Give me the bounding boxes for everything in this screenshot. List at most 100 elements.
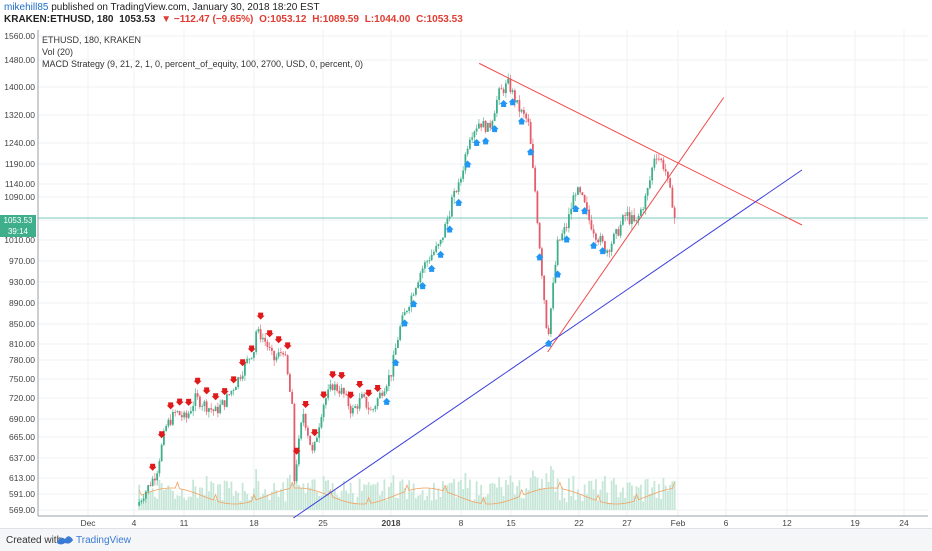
volume-bar <box>597 500 600 510</box>
volume-bar <box>433 482 435 510</box>
y-tick-label: 970.00 <box>9 256 35 266</box>
volume-bar <box>160 483 163 510</box>
candle-body <box>381 392 384 396</box>
buy-signal-marker <box>544 339 553 347</box>
candle-body <box>302 414 305 423</box>
candle-body <box>511 90 514 92</box>
volume-ma-line <box>138 481 676 505</box>
sell-signal-marker <box>328 371 337 379</box>
candle-body <box>505 83 507 94</box>
volume-bar <box>583 484 586 510</box>
candle-body <box>635 219 638 222</box>
volume-bar <box>626 482 629 510</box>
candle-body <box>185 412 188 418</box>
candle-body <box>408 306 411 311</box>
publisher-username[interactable]: mikehill85 <box>4 2 49 13</box>
volume-bar <box>385 500 388 510</box>
footer-brand[interactable]: TradingView <box>76 535 132 546</box>
volume-bar <box>410 491 413 510</box>
volume-bar <box>347 493 350 510</box>
low-value: L:1044.00 <box>364 14 411 25</box>
y-tick-label: 1400.00 <box>4 82 35 92</box>
candle-body <box>399 326 402 340</box>
candle-body <box>239 377 242 379</box>
x-tick-label: 19 <box>850 518 860 528</box>
candle-body <box>293 403 296 482</box>
sell-signal-marker <box>157 431 166 439</box>
candle-body <box>201 406 204 407</box>
y-tick-label: 1010.00 <box>4 235 35 245</box>
candle-body <box>205 401 208 412</box>
volume-bar <box>505 480 507 510</box>
candle-body <box>610 243 613 252</box>
volume-bar <box>194 486 197 510</box>
candle-body <box>250 357 253 359</box>
volume-bar <box>421 490 424 510</box>
volume-bar <box>442 481 444 510</box>
candle-body <box>534 167 537 192</box>
candle-body <box>390 375 393 377</box>
volume-bar <box>349 483 352 510</box>
volume-bar <box>183 497 186 510</box>
candle-body <box>518 99 521 112</box>
candle-body <box>451 197 453 217</box>
volume-bar <box>246 493 249 510</box>
price-chart[interactable]: 569.00 591.00 613.00 637.00 665.00 690.00 720.… <box>0 26 932 528</box>
sell-signal-marker <box>220 388 229 396</box>
volume-bar <box>547 481 550 510</box>
volume-bar <box>239 500 242 510</box>
volume-bar <box>174 498 177 510</box>
volume-bar <box>338 497 341 510</box>
volume-bar <box>201 487 204 510</box>
volume-bar <box>199 487 201 510</box>
candle-body <box>327 389 330 399</box>
buy-signal-marker <box>382 397 391 405</box>
volume-bar <box>516 486 519 510</box>
sell-signal-marker <box>184 398 193 406</box>
volume-bar <box>509 475 512 510</box>
volume-bar <box>444 487 447 510</box>
volume-bar <box>181 489 183 510</box>
volume-bar <box>300 488 303 510</box>
candle-body <box>347 394 350 407</box>
sell-signal-marker <box>292 447 301 455</box>
volume-bar <box>255 469 258 510</box>
candle-body <box>383 391 386 396</box>
candle-body <box>583 194 586 203</box>
volume-bar <box>565 502 568 510</box>
volume-bar <box>604 475 606 510</box>
candle-body <box>264 337 267 342</box>
volume-bar <box>424 500 426 510</box>
candle-body <box>662 160 665 170</box>
volume-bar <box>253 488 255 510</box>
candle-body <box>637 215 640 220</box>
volume-bar <box>563 497 566 510</box>
volume-bar <box>302 483 305 510</box>
volume-bar <box>581 501 584 510</box>
tradingview-logo-icon <box>57 536 73 545</box>
volume-bar <box>532 470 534 510</box>
volume-bar <box>417 495 420 510</box>
candle-body <box>262 337 264 340</box>
candle-body <box>653 158 656 168</box>
candle-body <box>658 158 660 160</box>
y-tick-label: 1240.00 <box>4 138 35 148</box>
candle-body <box>631 215 633 224</box>
candle-body <box>217 406 219 414</box>
candle-body <box>277 352 280 357</box>
candle-body <box>417 282 420 289</box>
candle-body <box>473 131 476 138</box>
y-tick-label: 1140.00 <box>5 179 35 189</box>
volume-bar <box>455 497 458 510</box>
candle-body <box>138 501 141 506</box>
candle-body <box>496 99 498 114</box>
candle-body <box>520 109 523 112</box>
sell-signal-marker <box>355 381 364 389</box>
volume-bar <box>554 491 557 510</box>
candle-body <box>482 121 485 128</box>
volume-bar <box>646 478 649 510</box>
candle-body <box>446 218 449 225</box>
candle-body <box>223 400 226 407</box>
volume-bar <box>212 482 215 510</box>
volume-bar <box>286 478 289 510</box>
